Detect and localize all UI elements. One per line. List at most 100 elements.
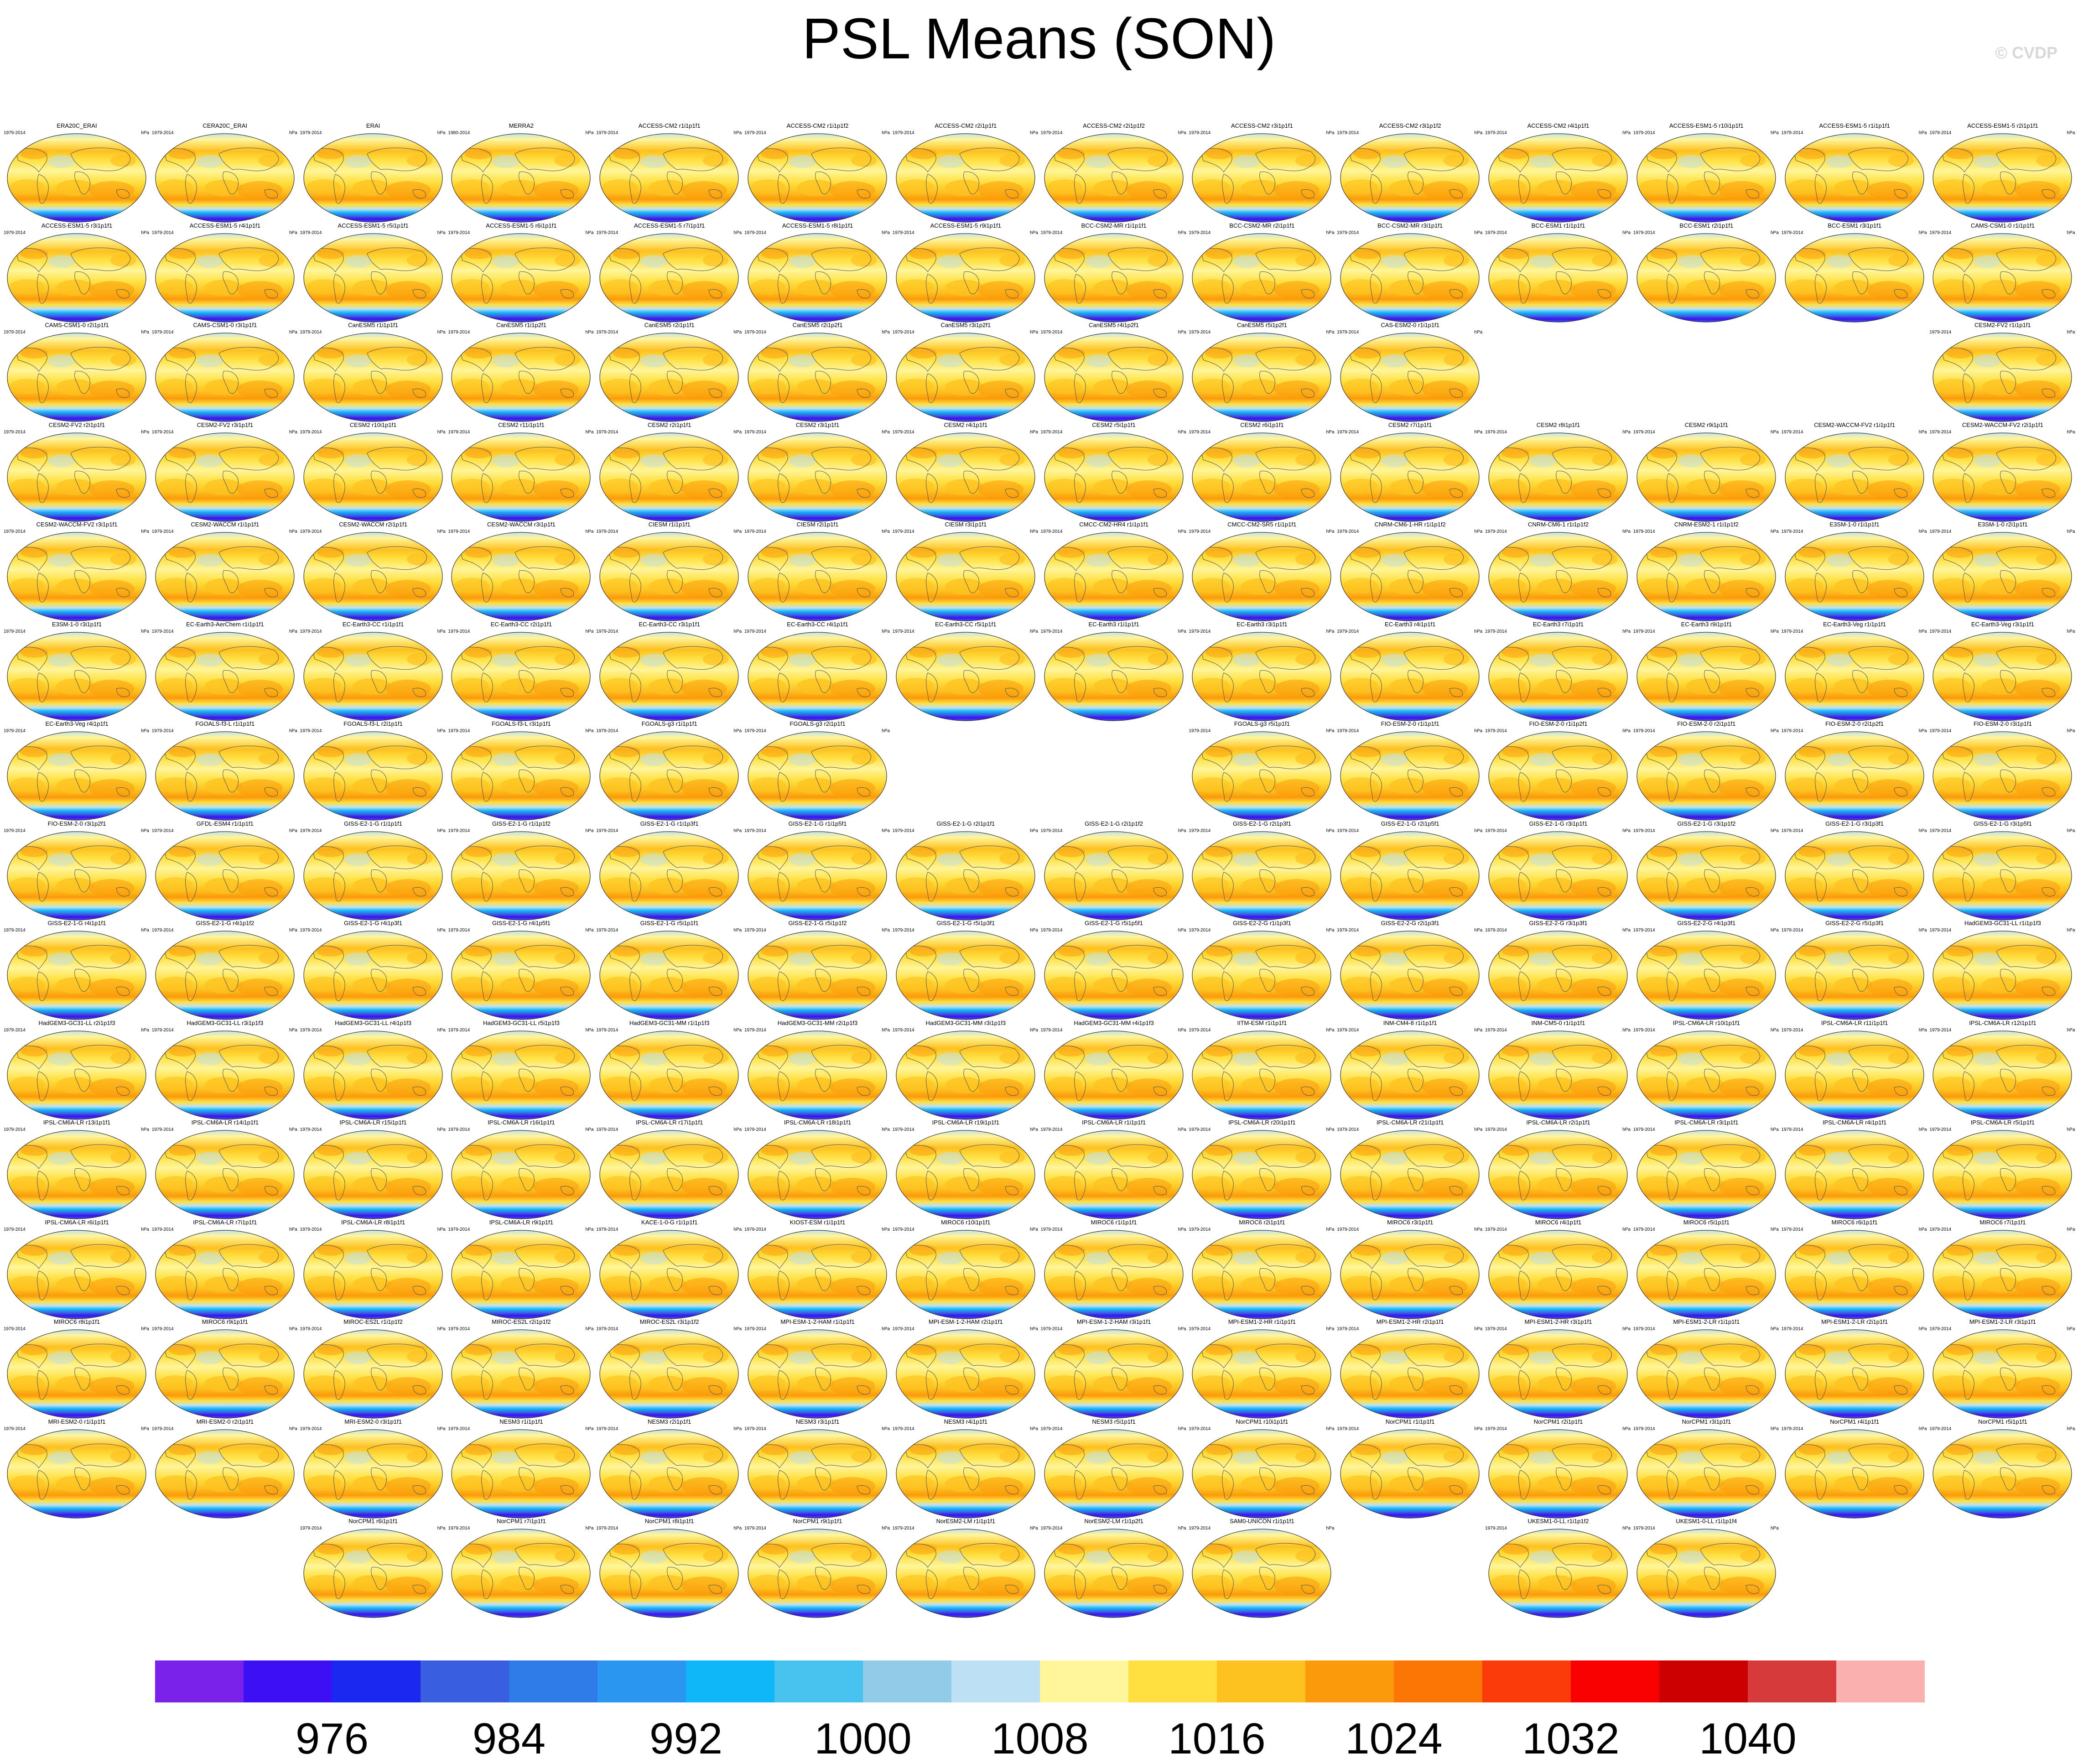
panel-title: MIROC-ES2L r2i1p1f2 bbox=[492, 1318, 551, 1325]
panel-units: hPa bbox=[289, 1426, 297, 1431]
panel-title: MIROC-ES2L r1i1p1f2 bbox=[343, 1318, 403, 1325]
panel-units: hPa bbox=[1326, 1227, 1335, 1232]
panel-units: hPa bbox=[1771, 1027, 1779, 1033]
panel-units: hPa bbox=[289, 629, 297, 634]
panel-units: hPa bbox=[1622, 429, 1631, 435]
panel-units: hPa bbox=[1474, 529, 1483, 534]
psl-map bbox=[1636, 432, 1776, 522]
colorbar-swatch bbox=[1394, 1660, 1483, 1702]
panel-years: 1979-2014 bbox=[1040, 1027, 1063, 1033]
panel-years: 1979-2014 bbox=[1189, 828, 1211, 833]
colorbar-swatch bbox=[1040, 1660, 1129, 1702]
panel-years: 1979-2014 bbox=[1189, 1127, 1211, 1132]
map-panel: E3SM-1-0 r1i1p1f1 1979-2014 hPa bbox=[1781, 521, 1929, 622]
panel-years: 1979-2014 bbox=[1189, 1426, 1211, 1431]
panel-title: IPSL-CM6A-LR r3i1p1f1 bbox=[1674, 1119, 1739, 1126]
psl-map bbox=[1192, 1429, 1331, 1519]
map-panel: IITM-ESM r1i1p1f1 1979-2014 hPa bbox=[1188, 1020, 1336, 1121]
panel-years: 1979-2014 bbox=[151, 330, 174, 335]
panel-years: 1979-2014 bbox=[892, 130, 914, 135]
psl-map bbox=[748, 432, 887, 522]
map-panel: MERRA2 1980-2014 hPa bbox=[447, 122, 595, 224]
panel-units: hPa bbox=[1622, 1227, 1631, 1232]
psl-map bbox=[1785, 1429, 1924, 1519]
panel-title: NorCPM1 r5i1p1f1 bbox=[1978, 1418, 2027, 1425]
panel-units: hPa bbox=[1474, 429, 1483, 435]
panel-title: CESM2-WACCM-FV2 r3i1p1f1 bbox=[36, 521, 118, 528]
panel-years: 1979-2014 bbox=[1189, 1027, 1211, 1033]
panel-units: hPa bbox=[1326, 1327, 1335, 1332]
panel-years: 1979-2014 bbox=[892, 629, 914, 634]
panel-units: hPa bbox=[2067, 1426, 2075, 1431]
map-panel: GISS-E2-1-G r2i1p1f2 1979-2014 hPa bbox=[1040, 820, 1188, 921]
panel-title: MIROC6 r6i1p1f1 bbox=[1831, 1218, 1878, 1226]
map-panel: HadGEM3-GC31-LL r1i1p1f3 1979-2014 hPa bbox=[1928, 920, 2077, 1021]
panel-title: NorESM2-LM r1i1p2f1 bbox=[1084, 1518, 1143, 1525]
panel-units: hPa bbox=[1326, 928, 1335, 933]
panel-years: 1979-2014 bbox=[744, 230, 766, 235]
panel-years: 1979-2014 bbox=[300, 928, 322, 933]
psl-map bbox=[1785, 931, 1924, 1020]
panel-title: ACCESS-CM2 r2i1p1f2 bbox=[1083, 122, 1145, 129]
map-panel: MIROC6 r6i1p1f1 1979-2014 hPa bbox=[1781, 1219, 1929, 1320]
panel-units: hPa bbox=[1622, 728, 1631, 734]
panel-units: hPa bbox=[1474, 928, 1483, 933]
psl-map bbox=[1044, 1130, 1184, 1219]
panel-units: hPa bbox=[1178, 130, 1186, 135]
panel-title: HadGEM3-GC31-MM r3i1p1f3 bbox=[925, 1019, 1006, 1026]
panel-title: MIROC6 r2i1p1f1 bbox=[1239, 1218, 1285, 1226]
map-panel: E3SM-1-0 r3i1p1f1 1979-2014 hPa bbox=[3, 621, 151, 722]
psl-map bbox=[1933, 532, 2072, 621]
cvdp-watermark: © CVDP bbox=[1995, 43, 2057, 62]
colorbar-swatch bbox=[951, 1660, 1040, 1702]
panel-units: hPa bbox=[1918, 529, 1927, 534]
panel-title: CanESM5 r1i1p1f1 bbox=[348, 322, 399, 328]
psl-map bbox=[7, 1030, 146, 1120]
map-panel: MPI-ESM1-2-HR r2i1p1f1 1979-2014 hPa bbox=[1336, 1318, 1484, 1420]
panel-units: hPa bbox=[289, 928, 297, 933]
map-panel: BCC-CSM2-MR r3i1p1f1 1979-2014 hPa bbox=[1336, 222, 1484, 323]
psl-map bbox=[1933, 1429, 2072, 1519]
panel-title: GISS-E2-1-G r5i1p3f1 bbox=[936, 920, 995, 926]
colorbar-swatch bbox=[332, 1660, 421, 1702]
panel-title: MPI-ESM1-2-HR r1i1p1f1 bbox=[1228, 1318, 1296, 1325]
panel-years: 1979-2014 bbox=[1633, 230, 1655, 235]
map-panel: HadGEM3-GC31-MM r2i1p1f3 1979-2014 hPa bbox=[743, 1020, 892, 1121]
panel-units: hPa bbox=[141, 130, 149, 135]
psl-map bbox=[451, 931, 591, 1020]
panel-units: hPa bbox=[437, 1027, 446, 1033]
panel-units: hPa bbox=[141, 1327, 149, 1332]
map-panel: NESM3 r1i1p1f1 1979-2014 hPa bbox=[447, 1418, 595, 1519]
map-panel: FGOALS-g3 r2i1p1f1 1979-2014 hPa bbox=[743, 720, 892, 822]
psl-map bbox=[303, 632, 443, 721]
map-panel: GISS-E2-1-G r2i1p1f1 1979-2014 hPa bbox=[892, 820, 1040, 921]
panel-units: hPa bbox=[1622, 928, 1631, 933]
panel-units: hPa bbox=[1030, 1327, 1038, 1332]
map-panel: IPSL-CM6A-LR r20i1p1f1 1979-2014 hPa bbox=[1188, 1119, 1336, 1220]
panel-units: hPa bbox=[585, 629, 594, 634]
panel-title: CESM2-WACCM r2i1p1f1 bbox=[339, 521, 407, 528]
panel-years: 1979-2014 bbox=[1781, 928, 1803, 933]
psl-map bbox=[451, 233, 591, 323]
panel-title: CESM2 r2i1p1f1 bbox=[647, 421, 691, 428]
panel-units: hPa bbox=[2067, 629, 2075, 634]
psl-map bbox=[7, 1329, 146, 1419]
panel-title: EC-Earth3-CC r4i1p1f1 bbox=[787, 620, 848, 628]
panel-title: GISS-E2-2-G r5i1p3f1 bbox=[1825, 920, 1884, 926]
panel-units: hPa bbox=[733, 1127, 742, 1132]
panel-title: BCC-CSM2-MR r2i1p1f1 bbox=[1229, 222, 1295, 229]
map-panel: CIESM r3i1p1f1 1979-2014 hPa bbox=[892, 521, 1040, 622]
panel-years: 1979-2014 bbox=[1337, 728, 1359, 734]
panel-units: hPa bbox=[1474, 130, 1483, 135]
psl-map bbox=[1340, 532, 1480, 621]
panel-title: EC-Earth3 r1i1p1f1 bbox=[1088, 620, 1139, 628]
panel-units: hPa bbox=[1030, 1526, 1038, 1531]
psl-map bbox=[599, 333, 739, 422]
map-panel: GISS-E2-1-G r5i1p3f1 1979-2014 hPa bbox=[892, 920, 1040, 1021]
panel-units: hPa bbox=[289, 230, 297, 235]
panel-units: hPa bbox=[141, 330, 149, 335]
panel-title: HadGEM3-GC31-LL r1i1p1f3 bbox=[1964, 920, 2041, 926]
panel-units: hPa bbox=[2067, 1027, 2075, 1033]
panel-units: hPa bbox=[1918, 130, 1927, 135]
map-panel: MIROC6 r3i1p1f1 1979-2014 hPa bbox=[1336, 1219, 1484, 1320]
